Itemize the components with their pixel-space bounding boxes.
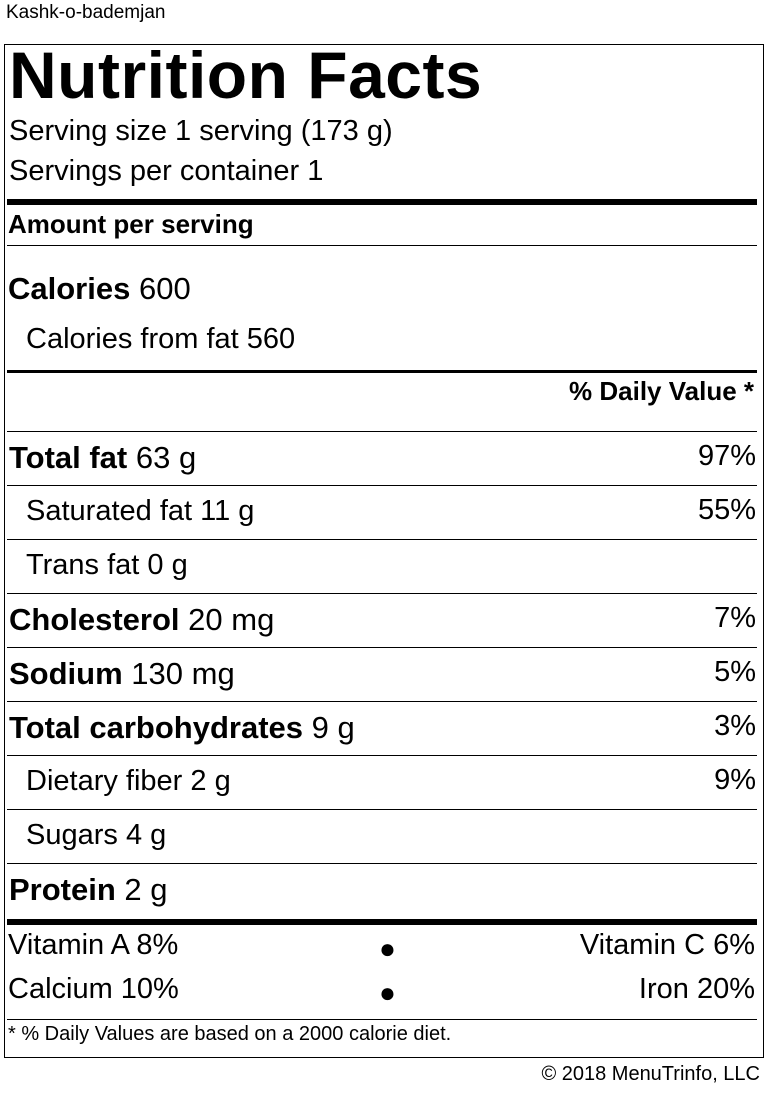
nutrient-row: Sodium 130 mg 5% xyxy=(7,647,757,702)
nutrient-amount: 0 g xyxy=(147,549,188,581)
nutrient-label: Sugars xyxy=(26,819,118,851)
nutrient-name: Trans fat 0 g xyxy=(26,549,188,582)
servings-per-container: Servings per container 1 xyxy=(9,155,324,187)
iron: Iron 20% xyxy=(638,973,755,1005)
bullet-icon: ● xyxy=(379,933,396,964)
recipe-name: Kashk-o-bademjan xyxy=(6,2,166,23)
footnote: * % Daily Values are based on a 2000 cal… xyxy=(8,1023,452,1045)
nutrient-row: Total fat 63 g 97% xyxy=(7,431,757,486)
nutrient-amount: 9 g xyxy=(311,710,355,745)
nutrient-percent: 5% xyxy=(714,656,756,688)
nutrient-label: Protein xyxy=(9,872,116,907)
nutrient-amount: 2 g xyxy=(190,765,231,797)
serving-size: Serving size 1 serving (173 g) xyxy=(9,115,393,147)
divider xyxy=(7,1019,757,1020)
nutrient-percent: 7% xyxy=(714,602,756,634)
nutrient-amount: 11 g xyxy=(200,495,255,527)
calcium: Calcium 10% xyxy=(8,973,179,1005)
thick-divider-bottom xyxy=(7,919,757,925)
divider xyxy=(7,245,757,246)
label-title: Nutrition Facts xyxy=(9,38,483,112)
daily-value-header: % Daily Value * xyxy=(569,376,754,406)
nutrient-row: Dietary fiber 2 g 9% xyxy=(7,755,757,810)
nutrient-label: Saturated fat xyxy=(26,495,193,527)
nutrient-label: Total carbohydrates xyxy=(9,710,304,745)
bullet-icon: ● xyxy=(379,977,396,1008)
nutrient-row: Trans fat 0 g xyxy=(7,539,757,594)
nutrient-label: Cholesterol xyxy=(9,602,180,637)
nutrient-name: Dietary fiber 2 g xyxy=(26,765,231,798)
nutrient-amount: 2 g xyxy=(124,872,168,907)
thick-divider xyxy=(7,199,757,205)
nutrient-percent: 9% xyxy=(714,764,756,796)
nutrient-percent: 3% xyxy=(714,710,756,742)
nutrient-row: Cholesterol 20 mg 7% xyxy=(7,593,757,648)
nutrient-label: Sodium xyxy=(9,656,123,691)
nutrient-name: Cholesterol 20 mg xyxy=(9,602,274,638)
nutrient-amount: 130 mg xyxy=(131,656,235,691)
nutrient-amount: 4 g xyxy=(125,819,167,851)
nutrient-name: Protein 2 g xyxy=(9,872,168,908)
nutrient-amount: 20 mg xyxy=(188,602,275,637)
nutrient-name: Sugars 4 g xyxy=(26,819,166,852)
nutrient-name: Saturated fat 11 g xyxy=(26,495,254,528)
nutrient-amount: 63 g xyxy=(135,440,197,475)
nutrient-percent: 97% xyxy=(697,440,756,472)
nutrient-label: Dietary fiber xyxy=(26,765,183,797)
amount-per-serving: Amount per serving xyxy=(8,209,254,239)
medium-divider xyxy=(7,370,757,373)
nutrient-percent: 55% xyxy=(697,494,756,526)
nutrient-name: Total carbohydrates 9 g xyxy=(9,710,355,746)
nutrient-row: Protein 2 g xyxy=(7,863,757,918)
nutrient-row: Saturated fat 11 g 55% xyxy=(7,485,757,540)
nutrient-label: Total fat xyxy=(9,440,128,475)
nutrient-row: Total carbohydrates 9 g 3% xyxy=(7,701,757,756)
nutrient-name: Total fat 63 g xyxy=(9,440,196,476)
calories-from-fat: Calories from fat 560 xyxy=(26,323,296,355)
nutrition-label: Nutrition Facts Serving size 1 serving (… xyxy=(4,38,764,1058)
calories-value: 600 xyxy=(138,271,191,306)
nutrient-label: Trans fat xyxy=(26,549,140,581)
calories-line: Calories 600 xyxy=(8,271,191,307)
vitamin-a: Vitamin A 8% xyxy=(8,929,179,961)
copyright: © 2018 MenuTrinfo, LLC xyxy=(541,1063,760,1085)
vitamin-c: Vitamin C 6% xyxy=(579,929,755,961)
nutrient-row: Sugars 4 g xyxy=(7,809,757,864)
calories-label: Calories xyxy=(8,271,131,306)
nutrient-name: Sodium 130 mg xyxy=(9,656,235,692)
